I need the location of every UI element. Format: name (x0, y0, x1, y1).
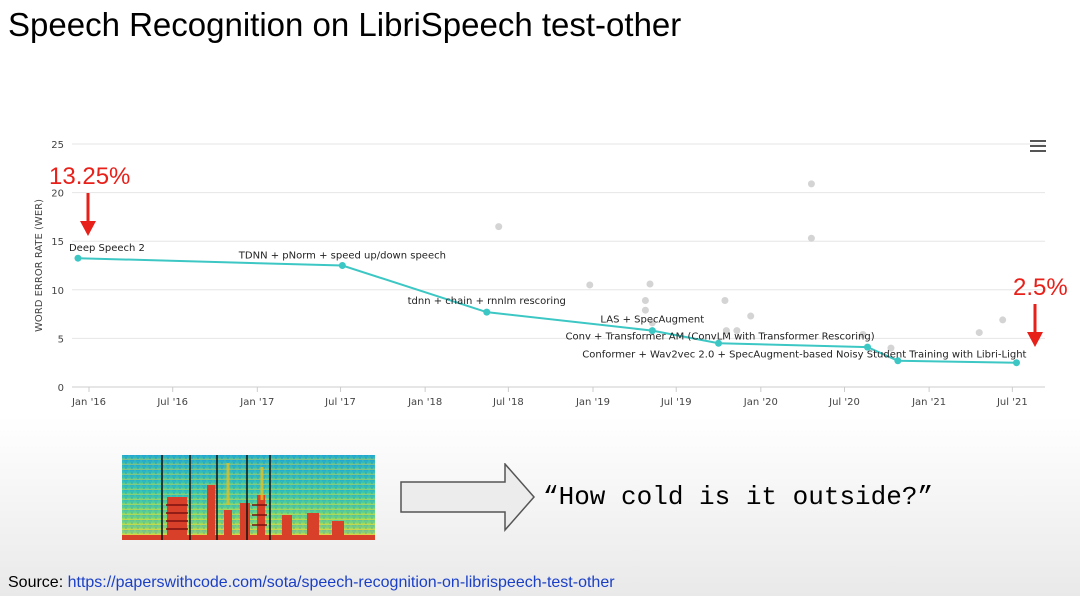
x-tick-label: Jan '17 (239, 397, 274, 408)
y-tick-label: 10 (51, 286, 64, 297)
source-label: Source: (8, 574, 68, 591)
data-point-other (495, 223, 503, 231)
data-point-sota (483, 308, 491, 316)
y-tick-label: 20 (51, 189, 64, 200)
y-tick-label: 15 (51, 237, 64, 248)
data-point-sota (864, 343, 872, 351)
data-point-other (722, 327, 730, 335)
x-tick-label: Jan '16 (71, 397, 106, 408)
down-arrow-icon (80, 193, 96, 236)
data-point-other (999, 316, 1007, 324)
data-point-other (975, 329, 983, 337)
model-label: Deep Speech 2 (69, 243, 145, 254)
model-label: Conv + Transformer AM (ConvLM with Trans… (566, 331, 875, 342)
x-tick-label: Jul '18 (492, 397, 524, 408)
data-point-other (648, 319, 656, 327)
source-citation: Source: https://paperswithcode.com/sota/… (8, 574, 615, 592)
data-point-sota (648, 327, 656, 335)
data-point-other (887, 344, 895, 352)
y-tick-label: 5 (58, 334, 64, 345)
end-value-annotation: 2.5% (1013, 274, 1068, 301)
y-tick-label: 0 (58, 383, 64, 394)
x-tick-label: Jan '19 (575, 397, 610, 408)
model-label: tdnn + chain + rnnlm rescoring (408, 296, 566, 307)
data-point-sota (1012, 359, 1020, 367)
data-point-other (641, 296, 649, 304)
transcript-text: “How cold is it outside?” (543, 482, 934, 512)
x-tick-label: Jul '20 (828, 397, 860, 408)
model-label: Conformer + Wav2vec 2.0 + SpecAugment-ba… (582, 350, 1026, 361)
x-tick-label: Jul '17 (324, 397, 356, 408)
data-point-other (747, 312, 755, 320)
data-point-other (641, 306, 649, 314)
x-tick-label: Jan '18 (407, 397, 442, 408)
spectrogram-image (122, 455, 375, 540)
data-point-sota (715, 339, 723, 347)
right-arrow-icon (400, 463, 535, 532)
start-value-annotation: 13.25% (49, 163, 131, 190)
down-arrow-icon (1027, 304, 1043, 347)
model-label: LAS + SpecAugment (600, 315, 704, 326)
data-point-sota (894, 357, 902, 365)
data-point-other (807, 234, 815, 242)
data-point-sota (74, 254, 82, 262)
x-tick-label: Jan '20 (743, 397, 778, 408)
model-label: TDNN + pNorm + speed up/down speech (238, 251, 446, 262)
x-tick-label: Jul '21 (996, 397, 1028, 408)
wer-chart: 0 5 10 15 20 25 Jan '16 Jul '16 Jan '17 Jul '17 Ja… (34, 140, 1045, 408)
data-point-other (733, 327, 741, 335)
hamburger-menu-icon[interactable] (1030, 138, 1046, 155)
page-title: Speech Recognition on LibriSpeech test-o… (8, 6, 682, 43)
source-link[interactable]: https://paperswithcode.com/sota/speech-r… (67, 574, 615, 591)
sota-line (77, 257, 1017, 364)
x-tick-label: Jul '16 (156, 397, 188, 408)
data-point-other (807, 180, 815, 188)
x-tick-label: Jul '19 (660, 397, 692, 408)
y-tick-label: 25 (51, 140, 64, 151)
data-point-sota (338, 262, 346, 269)
data-point-other (586, 281, 594, 289)
x-tick-label: Jan '21 (911, 397, 946, 408)
data-point-other (646, 280, 654, 288)
y-axis-label: WORD ERROR RATE (WER) (34, 199, 45, 332)
data-point-other (721, 296, 729, 304)
data-point-other (859, 331, 867, 339)
